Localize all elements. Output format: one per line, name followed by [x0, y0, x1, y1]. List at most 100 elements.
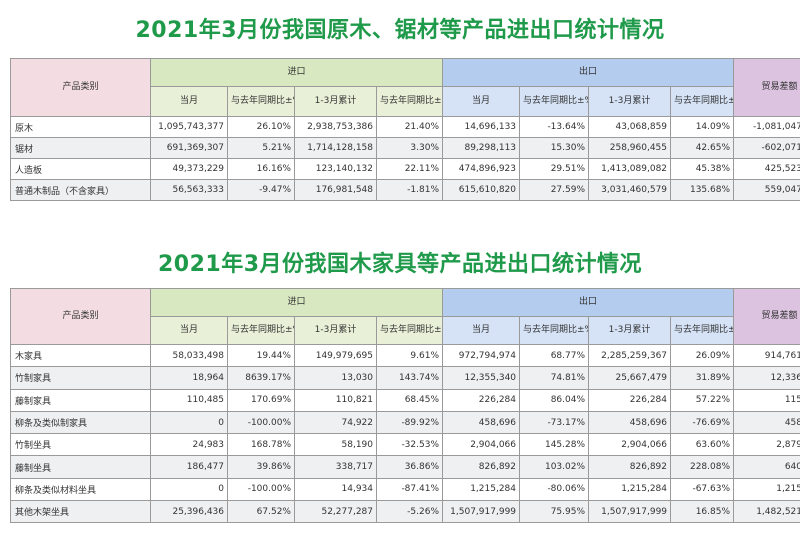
table-cell: 458,696	[442, 410, 521, 435]
table-cell: 68.77%	[519, 343, 590, 368]
table-row: 竹制家具 18,964 8639.17% 13,030 143.74% 12,355,34…	[10, 366, 800, 390]
table-cell: 103.02%	[519, 455, 590, 479]
table-cell: 14,696,133	[442, 116, 521, 138]
table-cell: 63.60%	[670, 433, 735, 457]
table-cell: 26.09%	[670, 343, 735, 368]
table-cell: 57.22%	[670, 388, 735, 412]
table-cell: 145.28%	[519, 433, 590, 457]
table-cell: -87.41%	[375, 477, 444, 502]
table-cell: -67.63%	[670, 477, 735, 502]
table-cell: 27.59%	[519, 179, 590, 201]
table-row: 人造板 49,373,229 16.16% 123,140,132 22.11% 474,…	[10, 158, 800, 180]
table-cell: 9.61%	[375, 343, 444, 368]
table-cell: 226,284	[442, 388, 521, 412]
col-header-balance: 贸易差额	[733, 288, 800, 345]
table-cell: 826,892	[442, 455, 521, 479]
table-cell: 86.04%	[519, 388, 590, 412]
table2-title: 2021年3月份我国木家具等产品进出口统计情况	[157, 252, 643, 277]
col-header-category: 产品类别	[10, 288, 151, 345]
table-cell: -1,081,047,244	[733, 116, 800, 138]
row-category: 普通木制品（不含家具）	[10, 179, 151, 201]
table-cell: 15.30%	[519, 137, 590, 159]
table-cell: 75.95%	[519, 500, 590, 524]
table-cell: 25,396,436	[150, 500, 228, 524]
table-cell: 226,284	[588, 388, 672, 412]
table-cell: 2,938,753,386	[294, 116, 377, 138]
table-cell: 425,523,694	[733, 158, 800, 180]
table-cell: 458,696	[588, 410, 672, 435]
col-subheader: 与去年同期比±%	[670, 316, 735, 345]
table-cell: 914,761,476	[733, 343, 800, 368]
table-row: 柳条及类似材料坐具 0 -100.00% 14,934 -87.41% 1,215,284…	[10, 477, 800, 502]
table-cell: 58,190	[294, 433, 377, 457]
table-cell: 123,140,132	[294, 158, 377, 180]
table-cell: 21.40%	[375, 116, 444, 138]
table-row: 其他木架坐具 25,396,436 67.52% 52,277,287 -5.26% 1,…	[10, 500, 800, 524]
table-row: 藤制家具 110,485 170.69% 110,821 68.45% 226,284 86…	[10, 388, 800, 412]
table-cell: 25,667,479	[588, 366, 672, 390]
table-cell: 458,696	[733, 410, 800, 435]
table-cell: 110,485	[150, 388, 228, 412]
table-cell: 691,369,307	[150, 137, 228, 159]
row-category: 竹制坐具	[10, 433, 151, 457]
table-cell: 168.78%	[227, 433, 295, 457]
table-cell: 1,482,521,563	[733, 500, 800, 524]
table-furniture-trade: 产品类别 进口 出口 贸易差额 当月与去年同期比±%1-3月累计与去年同期比±%…	[10, 288, 800, 524]
table-cell: 58,033,498	[150, 343, 228, 368]
row-category: 锯材	[10, 137, 151, 159]
table-cell: 45.38%	[670, 158, 735, 180]
row-category: 柳条及类似制家具	[10, 410, 151, 435]
table1-title: 2021年3月份我国原木、锯材等产品进出口统计情况	[135, 18, 665, 43]
table-cell: -5.26%	[375, 500, 444, 524]
table-cell: 3.30%	[375, 137, 444, 159]
table-cell: 1,507,917,999	[588, 500, 672, 524]
col-header-import: 进口	[149, 58, 444, 87]
table-cell: -76.69%	[670, 410, 735, 435]
table-cell: -89.92%	[375, 410, 444, 435]
table-cell: 14,934	[294, 477, 377, 502]
table-cell: 186,477	[150, 455, 228, 479]
row-category: 藤制家具	[10, 388, 151, 412]
table-cell: 12,355,340	[442, 366, 521, 390]
table-cell: 68.45%	[375, 388, 444, 412]
table-row: 藤制坐具 186,477 39.86% 338,717 36.86% 826,892 103…	[10, 455, 800, 479]
table-cell: 1,095,743,377	[150, 116, 228, 138]
table-cell: -602,071,194	[733, 137, 800, 159]
table-cell: 14.09%	[670, 116, 735, 138]
col-header-category: 产品类别	[10, 58, 151, 117]
table-cell: 16.16%	[227, 158, 295, 180]
col-subheader: 与去年同期比±%	[375, 316, 444, 345]
table-cell: 115,799	[733, 388, 800, 412]
table-cell: 52,277,287	[294, 500, 377, 524]
table-cell: 338,717	[294, 455, 377, 479]
row-category: 藤制坐具	[10, 455, 151, 479]
table-cell: 559,047,487	[733, 179, 800, 201]
table-cell: 16.85%	[670, 500, 735, 524]
table-cell: 228.08%	[670, 455, 735, 479]
col-subheader: 与去年同期比±%	[375, 86, 444, 117]
table-cell: 74.81%	[519, 366, 590, 390]
table-cell: 18,964	[150, 366, 228, 390]
table-cell: 640,415	[733, 455, 800, 479]
table-cell: 2,904,066	[588, 433, 672, 457]
table-row: 普通木制品（不含家具） 56,563,333 -9.47% 176,981,548 -1…	[10, 179, 800, 201]
table-cell: 615,610,820	[442, 179, 521, 201]
table-cell: 143.74%	[375, 366, 444, 390]
table-cell: 24,983	[150, 433, 228, 457]
col-subheader: 当月	[150, 86, 228, 117]
col-subheader: 与去年同期比±%	[227, 86, 295, 117]
col-subheader: 与去年同期比±%	[519, 316, 590, 345]
table-cell: 2,904,066	[442, 433, 521, 457]
table-cell: -80.06%	[519, 477, 590, 502]
table-cell: 8639.17%	[227, 366, 295, 390]
col-subheader: 当月	[442, 86, 521, 117]
table-cell: 12,336,376	[733, 366, 800, 390]
table-cell: 176,981,548	[294, 179, 377, 201]
table-cell: -1.81%	[375, 179, 444, 201]
table-cell: 22.11%	[375, 158, 444, 180]
row-category: 木家具	[10, 343, 151, 368]
table-cell: 3,031,460,579	[588, 179, 672, 201]
table-cell: 36.86%	[375, 455, 444, 479]
table-cell: 149,979,695	[294, 343, 377, 368]
col-header-export: 出口	[442, 58, 735, 87]
